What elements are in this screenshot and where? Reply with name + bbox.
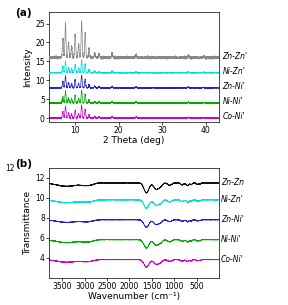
Text: Co-Ni': Co-Ni' bbox=[221, 255, 244, 264]
X-axis label: 2 Theta (deg): 2 Theta (deg) bbox=[103, 136, 165, 145]
Text: Co-Ni': Co-Ni' bbox=[222, 113, 245, 121]
Text: Ni-Ni': Ni-Ni' bbox=[221, 235, 242, 244]
Y-axis label: Intensity: Intensity bbox=[23, 47, 32, 87]
Text: Zn-Zn': Zn-Zn' bbox=[222, 52, 247, 61]
Text: Zn-Ni': Zn-Ni' bbox=[221, 215, 244, 224]
X-axis label: Wavenumber (cm⁻¹): Wavenumber (cm⁻¹) bbox=[88, 292, 180, 301]
Y-axis label: Transmittance: Transmittance bbox=[23, 191, 32, 255]
Text: Zn-Zn: Zn-Zn bbox=[221, 178, 244, 187]
Text: Ni-Zn': Ni-Zn' bbox=[222, 67, 245, 76]
Text: Ni-Zn': Ni-Zn' bbox=[221, 195, 244, 204]
Text: 12: 12 bbox=[5, 163, 15, 173]
Text: (a): (a) bbox=[15, 8, 32, 18]
Text: Zn-Ni': Zn-Ni' bbox=[222, 82, 245, 91]
Text: (b): (b) bbox=[15, 159, 32, 169]
Text: Ni-Ni': Ni-Ni' bbox=[222, 97, 243, 106]
